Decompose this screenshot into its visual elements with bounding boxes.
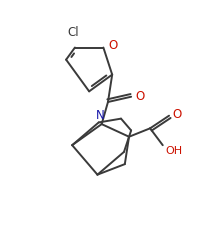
Text: O: O (173, 108, 182, 121)
Text: O: O (109, 39, 118, 52)
Text: O: O (136, 90, 145, 103)
Text: Cl: Cl (67, 26, 79, 39)
Text: N: N (96, 109, 104, 122)
Text: OH: OH (165, 146, 182, 156)
